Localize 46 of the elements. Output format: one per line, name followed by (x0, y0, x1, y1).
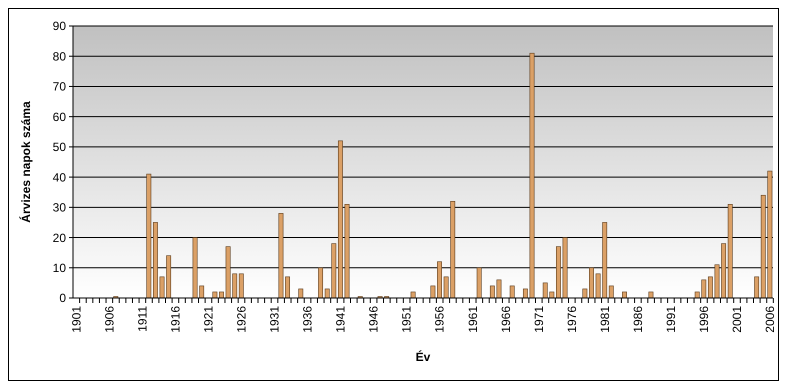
x-tick-label: 1906 (102, 306, 116, 333)
bar (760, 194, 766, 298)
bar (754, 276, 760, 298)
y-tick-label: 40 (52, 170, 66, 184)
x-tick-label: 1936 (300, 306, 315, 333)
y-tick-label: 20 (52, 230, 66, 245)
bar (608, 286, 614, 298)
x-tick-label: 1916 (168, 306, 182, 333)
y-tick-label: 60 (52, 110, 66, 124)
x-tick-label: 1921 (201, 306, 216, 333)
y-tick-label: 30 (52, 200, 66, 215)
y-axis-title: Árvizes napok száma (19, 100, 33, 223)
x-tick-label: 1926 (234, 306, 249, 333)
x-axis-title: Év (416, 350, 431, 364)
x-tick-label: 1901 (69, 306, 84, 333)
bar (510, 286, 515, 298)
bar (622, 292, 627, 298)
x-tick-label: 1981 (598, 306, 612, 333)
x-tick-label: 2006 (763, 306, 778, 333)
bar (694, 292, 700, 298)
bar (238, 274, 244, 298)
bar (767, 170, 772, 298)
x-tick-label: 1946 (366, 306, 381, 333)
x-tick-label: 1931 (268, 306, 282, 333)
bar (476, 267, 482, 298)
x-tick-label: 1986 (630, 306, 645, 333)
y-tick-label: 0 (59, 291, 66, 306)
y-tick-label: 80 (52, 49, 66, 64)
x-tick-label: 1971 (532, 306, 546, 333)
x-tick-label: 1991 (664, 306, 678, 333)
bar (450, 200, 456, 298)
x-tick-label: 1996 (696, 306, 711, 333)
x-tick-label: 2001 (730, 306, 744, 333)
x-tick-label: 1961 (466, 306, 480, 333)
x-tick-label: 1911 (135, 306, 150, 332)
y-tick-label: 50 (52, 140, 66, 154)
x-tick-label: 1951 (400, 306, 414, 333)
bar (410, 292, 416, 298)
x-tick-label: 1941 (334, 306, 348, 333)
x-tick-label: 1976 (564, 306, 579, 333)
x-tick-label: 1966 (498, 306, 513, 333)
bar (648, 292, 654, 298)
x-tick-label: 1956 (432, 306, 447, 333)
y-tick-label: 70 (52, 80, 66, 94)
y-tick-label: 90 (52, 19, 66, 34)
y-tick-label: 10 (52, 260, 66, 275)
